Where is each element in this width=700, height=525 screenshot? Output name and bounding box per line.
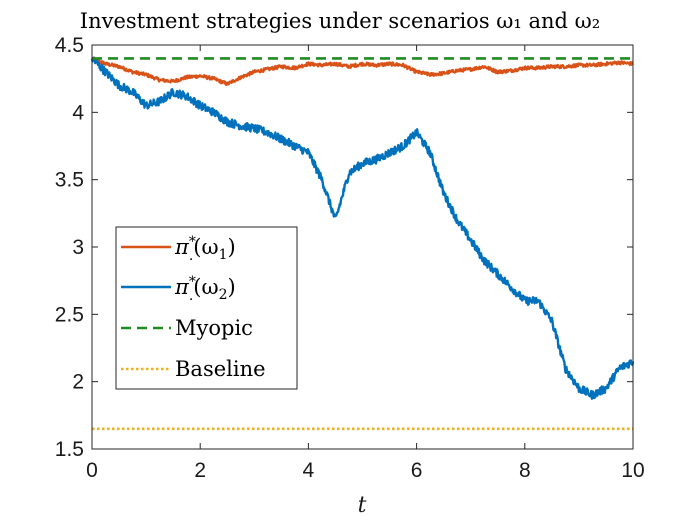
legend: π* .(ω1) π* .(ω2) Myopic Baseline	[115, 226, 298, 390]
y-tick-label: 2	[72, 371, 84, 394]
y-tick-label: 4	[72, 101, 84, 124]
series-group	[90, 56, 635, 431]
chart-title: Investment strategies under scenarios ω₁…	[80, 9, 600, 33]
legend-label-1: π* .(ω1)	[174, 234, 236, 264]
x-tick-label: 10	[621, 459, 644, 482]
legend-label-2: π* .(ω2)	[174, 274, 236, 304]
y-tick-label: 4.5	[55, 34, 84, 57]
y-tick-label: 1.5	[55, 438, 84, 461]
x-tick-label: 4	[303, 459, 315, 482]
legend-label-3: Myopic	[175, 316, 253, 340]
series-line-2	[90, 56, 635, 400]
y-tick-label: 3.5	[55, 169, 84, 192]
y-tick-label: 2.5	[55, 303, 84, 326]
legend-label-4: Baseline	[175, 357, 266, 381]
y-tick-label: 3	[72, 236, 84, 259]
legend-box	[115, 226, 298, 390]
ticks-group: 0 2 4 6 8 10 1.5 2 2.5 3 3.5 4 4.5	[55, 34, 645, 482]
x-axis-label: t	[358, 493, 367, 518]
x-tick-label: 2	[194, 459, 206, 482]
x-tick-label: 8	[519, 459, 531, 482]
x-tick-label: 0	[86, 459, 98, 482]
series-line-1	[91, 56, 634, 87]
legend-items: π* .(ω1) π* .(ω2) Myopic Baseline	[121, 234, 266, 381]
x-tick-label: 6	[411, 459, 423, 482]
